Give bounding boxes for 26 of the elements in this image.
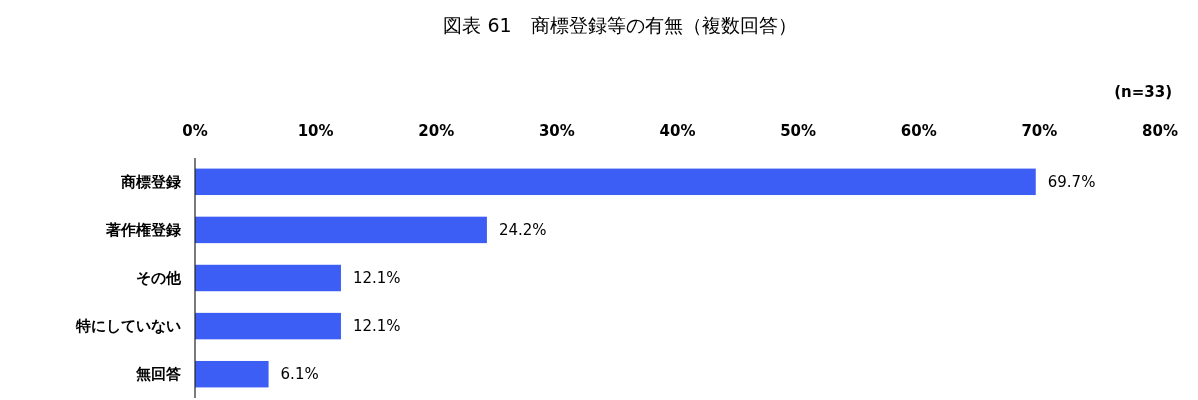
x-tick-label: 20% bbox=[418, 122, 455, 140]
bar bbox=[195, 216, 487, 244]
data-label: 69.7% bbox=[1047, 173, 1096, 192]
y-tick-label: 商標登録 bbox=[120, 173, 181, 192]
y-tick-label: 特にしていない bbox=[75, 317, 181, 336]
bar bbox=[195, 264, 341, 292]
bar bbox=[195, 360, 269, 388]
data-label: 24.2% bbox=[498, 221, 547, 240]
x-tick-label: 0% bbox=[182, 122, 208, 140]
bar bbox=[195, 168, 1036, 196]
data-label: 6.1% bbox=[280, 365, 319, 384]
chart-title: 図表 61 商標登録等の有無（複数回答） bbox=[443, 14, 797, 36]
x-tick-label: 60% bbox=[900, 122, 937, 140]
bar bbox=[195, 312, 341, 340]
y-tick-label: その他 bbox=[136, 269, 182, 288]
y-tick-label: 著作権登録 bbox=[105, 221, 181, 240]
y-tick-label: 無回答 bbox=[135, 365, 181, 384]
x-tick-label: 80% bbox=[1142, 122, 1178, 140]
data-label: 12.1% bbox=[352, 317, 401, 336]
x-tick-label: 30% bbox=[538, 122, 575, 140]
x-tick-label: 70% bbox=[1021, 122, 1058, 140]
text: (n=33) bbox=[1114, 83, 1172, 101]
x-tick-label: 10% bbox=[297, 122, 334, 140]
x-tick-label: 50% bbox=[780, 122, 817, 140]
x-tick-label: 40% bbox=[659, 122, 696, 140]
data-label: 12.1% bbox=[352, 269, 401, 288]
